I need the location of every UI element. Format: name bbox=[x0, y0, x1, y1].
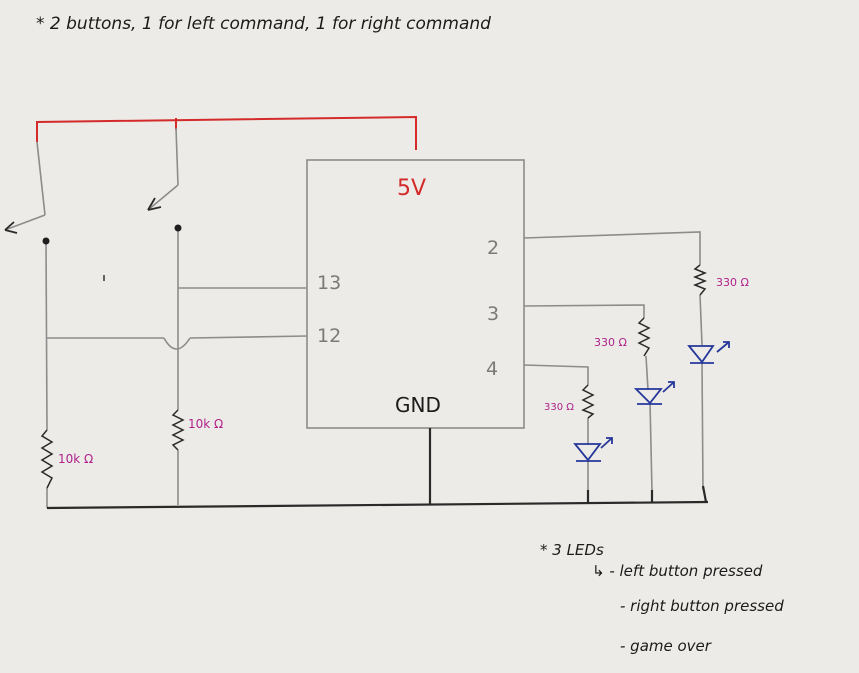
header-note: * 2 buttons, 1 for left command, 1 for r… bbox=[36, 14, 491, 34]
pin-2-label: 2 bbox=[487, 237, 499, 259]
resistor-pin4-icon bbox=[581, 384, 595, 419]
signal-wires bbox=[4, 127, 704, 508]
leds-note-item: ↳ - left button pressed bbox=[592, 562, 763, 580]
pin-4-label: 4 bbox=[486, 358, 498, 380]
leds-note-item: - game over bbox=[620, 637, 711, 655]
pin-12-label: 12 bbox=[317, 325, 341, 347]
resistor-left-label: 10k Ω bbox=[58, 452, 93, 466]
led-pin3-icon bbox=[633, 381, 675, 405]
resistor-left-icon bbox=[40, 429, 54, 489]
leds-note-item: - right button pressed bbox=[620, 597, 784, 615]
pin-3-label: 3 bbox=[487, 303, 499, 325]
resistor-right-label: 10k Ω bbox=[188, 417, 223, 431]
arrow-icon bbox=[4, 197, 162, 234]
resistor-pin2-icon bbox=[692, 264, 708, 296]
led-pin4-icon bbox=[573, 437, 613, 462]
led-pin2-icon bbox=[687, 341, 730, 364]
arduino-board bbox=[306, 159, 525, 429]
resistor-pin4-label: 330 Ω bbox=[544, 402, 574, 413]
ground-bus bbox=[46, 428, 709, 510]
button-contact bbox=[42, 237, 50, 245]
ground-label: GND bbox=[395, 393, 441, 417]
leds-note-title: * 3 LEDs bbox=[540, 541, 604, 559]
power-label: 5V bbox=[397, 176, 426, 201]
button-contact bbox=[174, 224, 182, 232]
resistor-pin3-label: 330 Ω bbox=[594, 336, 627, 349]
resistor-pin3-icon bbox=[637, 317, 651, 357]
resistor-right-icon bbox=[171, 409, 185, 451]
resistor-pin2-label: 330 Ω bbox=[716, 276, 749, 289]
pin-13-label: 13 bbox=[317, 272, 341, 294]
resistor-symbols bbox=[40, 264, 708, 489]
